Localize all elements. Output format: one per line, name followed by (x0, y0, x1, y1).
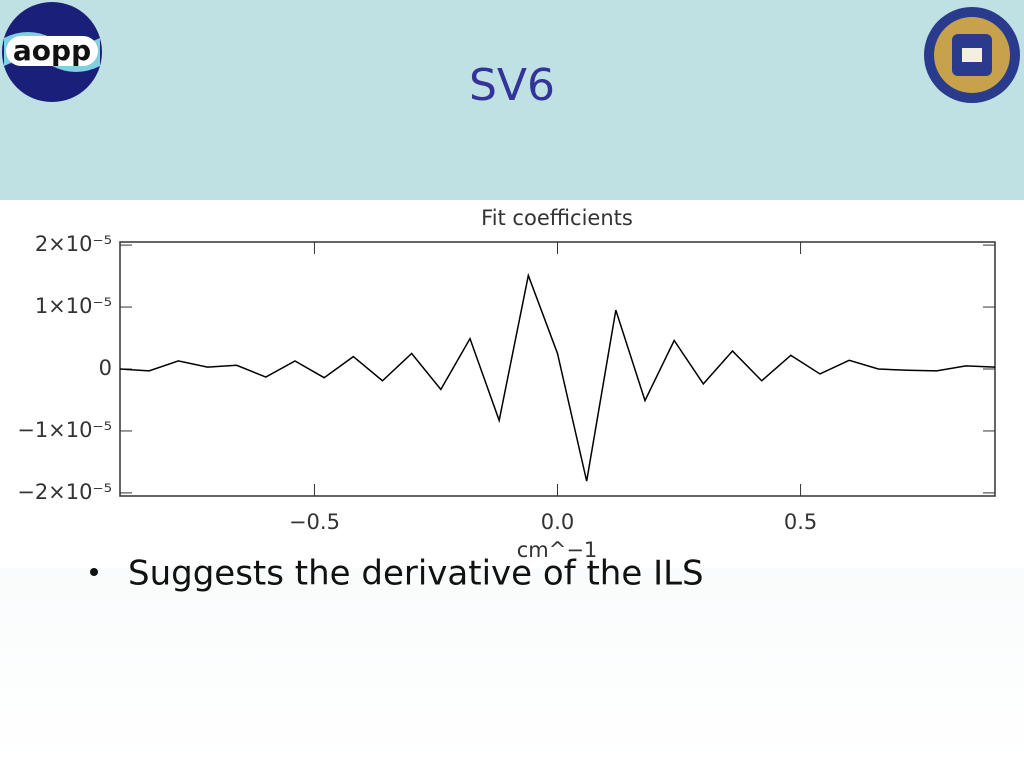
y-tick-label: −2×10⁻⁵ (17, 480, 112, 504)
chart-title: Fit coefficients (481, 206, 633, 230)
logo-text: aopp (13, 34, 91, 67)
data-line (119, 272, 996, 482)
y-tick-label: 1×10⁻⁵ (35, 294, 112, 318)
x-tick-label: 0.5 (784, 510, 817, 534)
bullet-dot (90, 568, 98, 576)
x-tick-label: −0.5 (289, 510, 340, 534)
y-tick-label: −1×10⁻⁵ (17, 418, 112, 442)
oxford-crest (924, 7, 1020, 103)
x-tick-label: 0.0 (541, 510, 574, 534)
bullet-text: Suggests the derivative of the ILS (128, 554, 704, 594)
aopp-logo: aopp (2, 2, 102, 102)
y-tick-label: 0 (99, 356, 112, 380)
x-axis-label: cm^−1 (517, 538, 598, 562)
chart-area (0, 200, 1024, 568)
slide-title: SV6 (469, 60, 555, 111)
y-tick-label: 2×10⁻⁵ (35, 232, 112, 256)
header-band (0, 0, 1024, 200)
